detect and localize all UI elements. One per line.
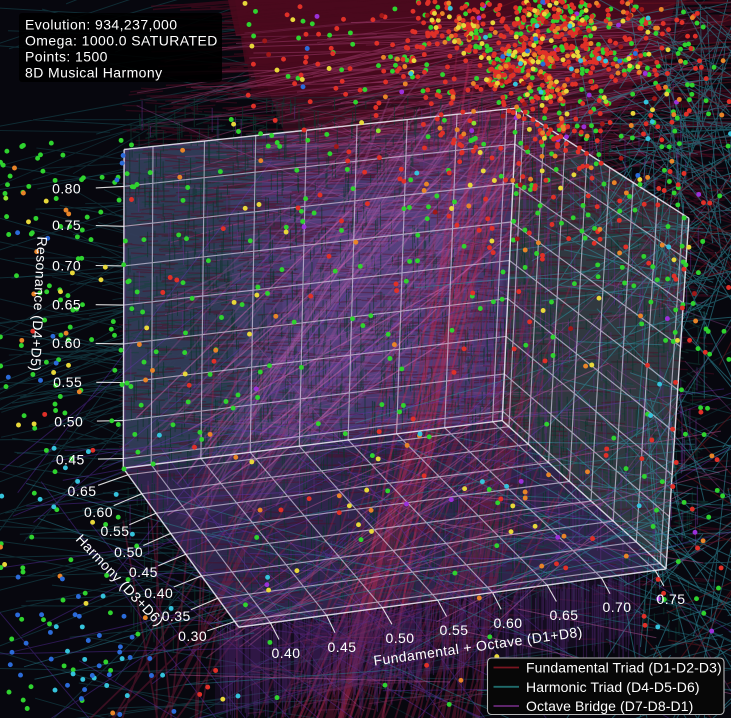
svg-text:0.60: 0.60	[494, 615, 523, 631]
svg-text:Points: 1500: Points: 1500	[25, 49, 108, 65]
svg-text:0.70: 0.70	[52, 257, 81, 273]
svg-text:0.70: 0.70	[603, 599, 632, 615]
svg-text:0.30: 0.30	[178, 628, 207, 644]
svg-text:Omega: 1000.0 SATURATED: Omega: 1000.0 SATURATED	[25, 33, 218, 49]
svg-text:0.40: 0.40	[272, 645, 301, 661]
svg-text:0.35: 0.35	[162, 608, 191, 624]
svg-text:0.60: 0.60	[52, 335, 81, 351]
svg-text:0.55: 0.55	[101, 523, 130, 539]
svg-text:0.80: 0.80	[52, 181, 81, 197]
svg-text:0.60: 0.60	[84, 504, 113, 520]
svg-text:0.55: 0.55	[440, 622, 469, 638]
svg-text:0.65: 0.65	[68, 483, 97, 499]
svg-text:0.65: 0.65	[52, 297, 81, 313]
svg-text:0.45: 0.45	[328, 639, 357, 655]
svg-text:Fundamental Triad (D1-D2-D3): Fundamental Triad (D1-D2-D3)	[526, 660, 722, 676]
svg-text:0.50: 0.50	[54, 413, 83, 429]
svg-text:0.55: 0.55	[53, 374, 82, 390]
svg-text:Resonance (D4+D5): Resonance (D4+D5)	[27, 236, 50, 372]
svg-text:0.45: 0.45	[56, 451, 85, 467]
svg-text:0.65: 0.65	[550, 607, 579, 623]
svg-text:0.50: 0.50	[386, 630, 415, 646]
svg-text:0.50: 0.50	[114, 544, 143, 560]
svg-text:0.75: 0.75	[52, 217, 81, 233]
svg-text:0.40: 0.40	[144, 585, 173, 601]
svg-text:0.75: 0.75	[657, 591, 686, 607]
svg-text:0.45: 0.45	[129, 564, 158, 580]
svg-text:8D Musical Harmony: 8D Musical Harmony	[25, 65, 162, 81]
svg-text:Evolution: 934,237,000: Evolution: 934,237,000	[25, 17, 177, 33]
svg-text:Octave Bridge (D7-D8-D1): Octave Bridge (D7-D8-D1)	[526, 698, 693, 714]
svg-text:Harmonic Triad (D4-D5-D6): Harmonic Triad (D4-D5-D6)	[526, 679, 700, 695]
